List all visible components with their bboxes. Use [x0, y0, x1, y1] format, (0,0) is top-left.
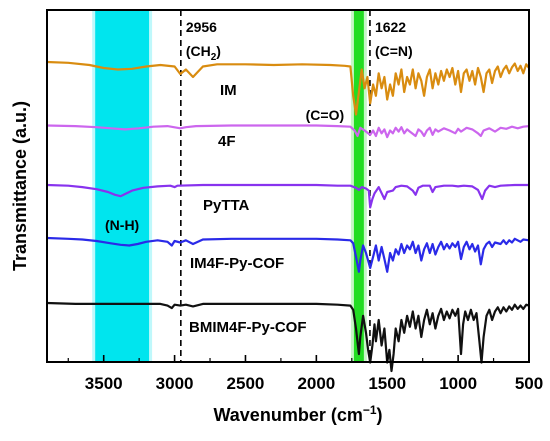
series-layer — [46, 60, 530, 373]
series-label: BMIM4F-Py-COF — [189, 319, 307, 336]
band-label: (N-H) — [105, 217, 139, 233]
reference-group-text: (CH — [186, 43, 211, 59]
x-axis-title-close: ) — [377, 405, 383, 425]
y-axis-title: Transmittance (a.u.) — [10, 101, 30, 271]
x-tick-label: 500 — [515, 374, 543, 393]
plot-frame — [46, 9, 530, 363]
reference-group-text: (C=N) — [375, 43, 413, 59]
reference-group-sub: 2 — [211, 52, 217, 63]
series-line — [46, 60, 530, 116]
reference-group: (C=N) — [375, 43, 413, 59]
series-label: PyTTA — [203, 197, 250, 214]
x-tick-label: 2500 — [227, 374, 265, 393]
x-tick-label: 2000 — [297, 374, 335, 393]
series-label: IM4F-Py-COF — [190, 255, 284, 272]
series-line — [46, 124, 530, 139]
series-line — [46, 301, 530, 373]
series-line — [46, 236, 530, 273]
x-tick-label: 1000 — [439, 374, 477, 393]
reference-value: 2956 — [186, 19, 217, 35]
reference-group-close: ) — [216, 43, 221, 59]
band-label-layer: (N-H) (C=O) — [105, 107, 344, 233]
x-axis: 3500 3000 2500 2000 1500 1000 500 — [67, 355, 543, 393]
absorption-band — [95, 10, 150, 362]
series-label: IM — [220, 82, 237, 99]
band-label: (C=O) — [306, 107, 345, 123]
x-tick-label: 1500 — [368, 374, 406, 393]
x-tick-label: 3000 — [156, 374, 194, 393]
absorption-band — [353, 10, 364, 362]
series-label: 4F — [218, 133, 236, 150]
reference-annotation-layer: 2956 (CH2) 1622 (C=N) — [186, 19, 413, 63]
reference-group: (CH2) — [186, 43, 221, 63]
x-axis-title-sup: −1 — [363, 403, 377, 417]
series-line — [46, 183, 529, 209]
reference-value: 1622 — [375, 19, 406, 35]
x-axis-title: Wavenumber (cm−1) — [213, 403, 382, 425]
x-tick-label: 3500 — [85, 374, 123, 393]
series-label-layer: IM 4F PyTTA IM4F-Py-COF BMIM4F-Py-COF — [189, 82, 307, 336]
